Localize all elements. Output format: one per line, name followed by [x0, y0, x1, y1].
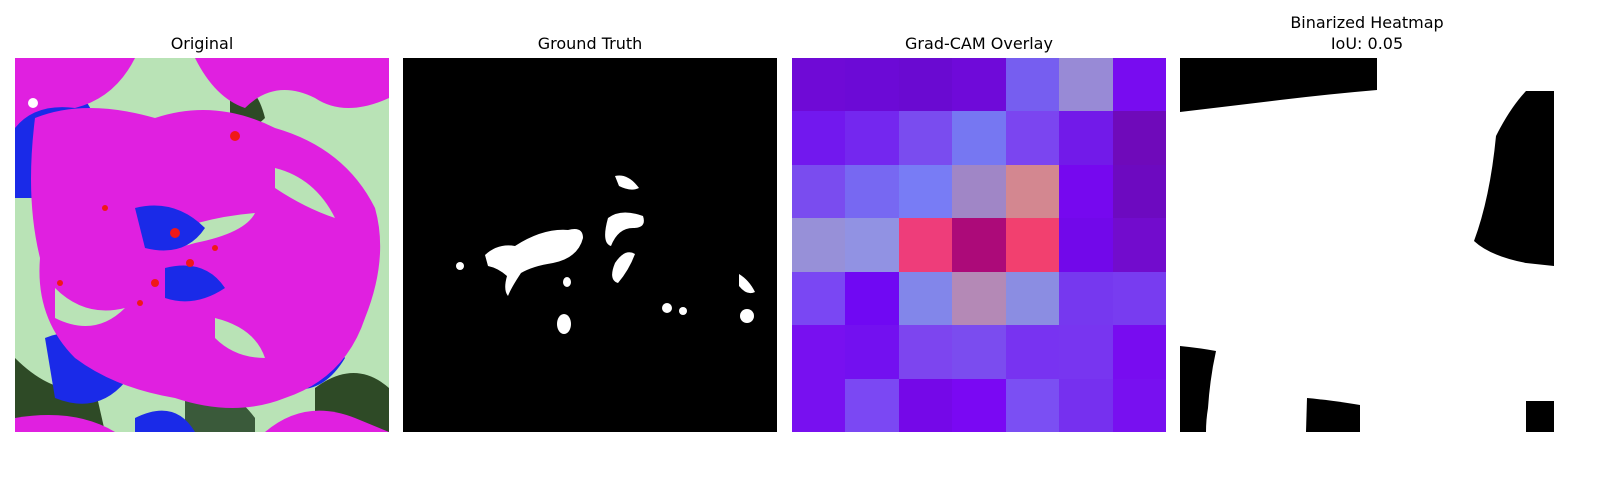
- gradcam-cell: [1112, 218, 1166, 272]
- gradcam-cell: [792, 325, 846, 379]
- gradcam-cell: [792, 271, 846, 326]
- gradcam-cell: [1112, 325, 1166, 379]
- ground-truth-mask-drawing: [403, 58, 777, 432]
- original-image-drawing: [15, 58, 389, 432]
- ground-truth-mask: [403, 58, 777, 432]
- gradcam-cell: [1112, 271, 1166, 326]
- gradcam-cell: [1059, 58, 1113, 112]
- binarized-heatmap-title-line1: Binarized Heatmap: [1290, 13, 1444, 32]
- gradcam-cell: [1005, 378, 1060, 432]
- gradcam-cell: [845, 164, 899, 219]
- gradcam-cell: [1005, 58, 1060, 112]
- gradcam-cell: [792, 111, 846, 165]
- gradcam-cell: [952, 111, 1006, 165]
- gradcam-cell: [845, 325, 899, 379]
- gradcam-cell: [845, 271, 899, 326]
- gradcam-cell: [845, 111, 899, 165]
- gradcam-cell: [1005, 325, 1060, 379]
- ground-truth-title: Ground Truth: [537, 34, 643, 53]
- gradcam-cell: [1112, 378, 1166, 432]
- gradcam-cell: [792, 378, 846, 432]
- gradcam-cell: [1059, 325, 1113, 379]
- gradcam-cell: [952, 218, 1006, 272]
- gradcam-cell: [898, 271, 953, 326]
- gradcam-cell: [952, 325, 1006, 379]
- gradcam-grid: [792, 58, 1166, 432]
- gradcam-cell: [898, 325, 953, 379]
- original-title: Original: [170, 34, 234, 53]
- gradcam-cell: [845, 378, 899, 432]
- gradcam-cell: [1059, 218, 1113, 272]
- gradcam-cell: [952, 58, 1006, 112]
- iou-label: IoU: 0.05: [1330, 34, 1404, 53]
- gradcam-cell: [952, 271, 1006, 326]
- gradcam-cell: [952, 378, 1006, 432]
- gradcam-cell: [1005, 271, 1060, 326]
- gradcam-cell: [1059, 271, 1113, 326]
- binarized-heatmap: [1180, 58, 1554, 432]
- gradcam-cell: [792, 58, 846, 112]
- gradcam-cell: [845, 218, 899, 272]
- original-image: [15, 58, 389, 432]
- gradcam-overlay-title: Grad-CAM Overlay: [905, 34, 1053, 53]
- gradcam-cell: [898, 218, 953, 272]
- gradcam-cell: [1112, 164, 1166, 219]
- gradcam-cell: [792, 218, 846, 272]
- binarized-heatmap-title: Binarized Heatmap IoU: 0.05: [1180, 12, 1554, 54]
- gradcam-cell: [898, 378, 953, 432]
- gradcam-overlay: [792, 58, 1166, 432]
- gradcam-cell: [898, 111, 953, 165]
- gradcam-cell: [1059, 378, 1113, 432]
- gradcam-cell: [898, 58, 953, 112]
- gradcam-cell: [1059, 164, 1113, 219]
- gradcam-cell: [1005, 111, 1060, 165]
- binarized-heatmap-drawing: [1180, 58, 1554, 432]
- gradcam-cell: [1112, 111, 1166, 165]
- gradcam-cell: [1112, 58, 1166, 112]
- gradcam-cell: [898, 164, 953, 219]
- gradcam-cell: [1005, 164, 1060, 219]
- gradcam-cell: [1059, 111, 1113, 165]
- gradcam-cell: [792, 164, 846, 219]
- gradcam-cell: [1005, 218, 1060, 272]
- gradcam-cell: [845, 58, 899, 112]
- gradcam-cell: [952, 164, 1006, 219]
